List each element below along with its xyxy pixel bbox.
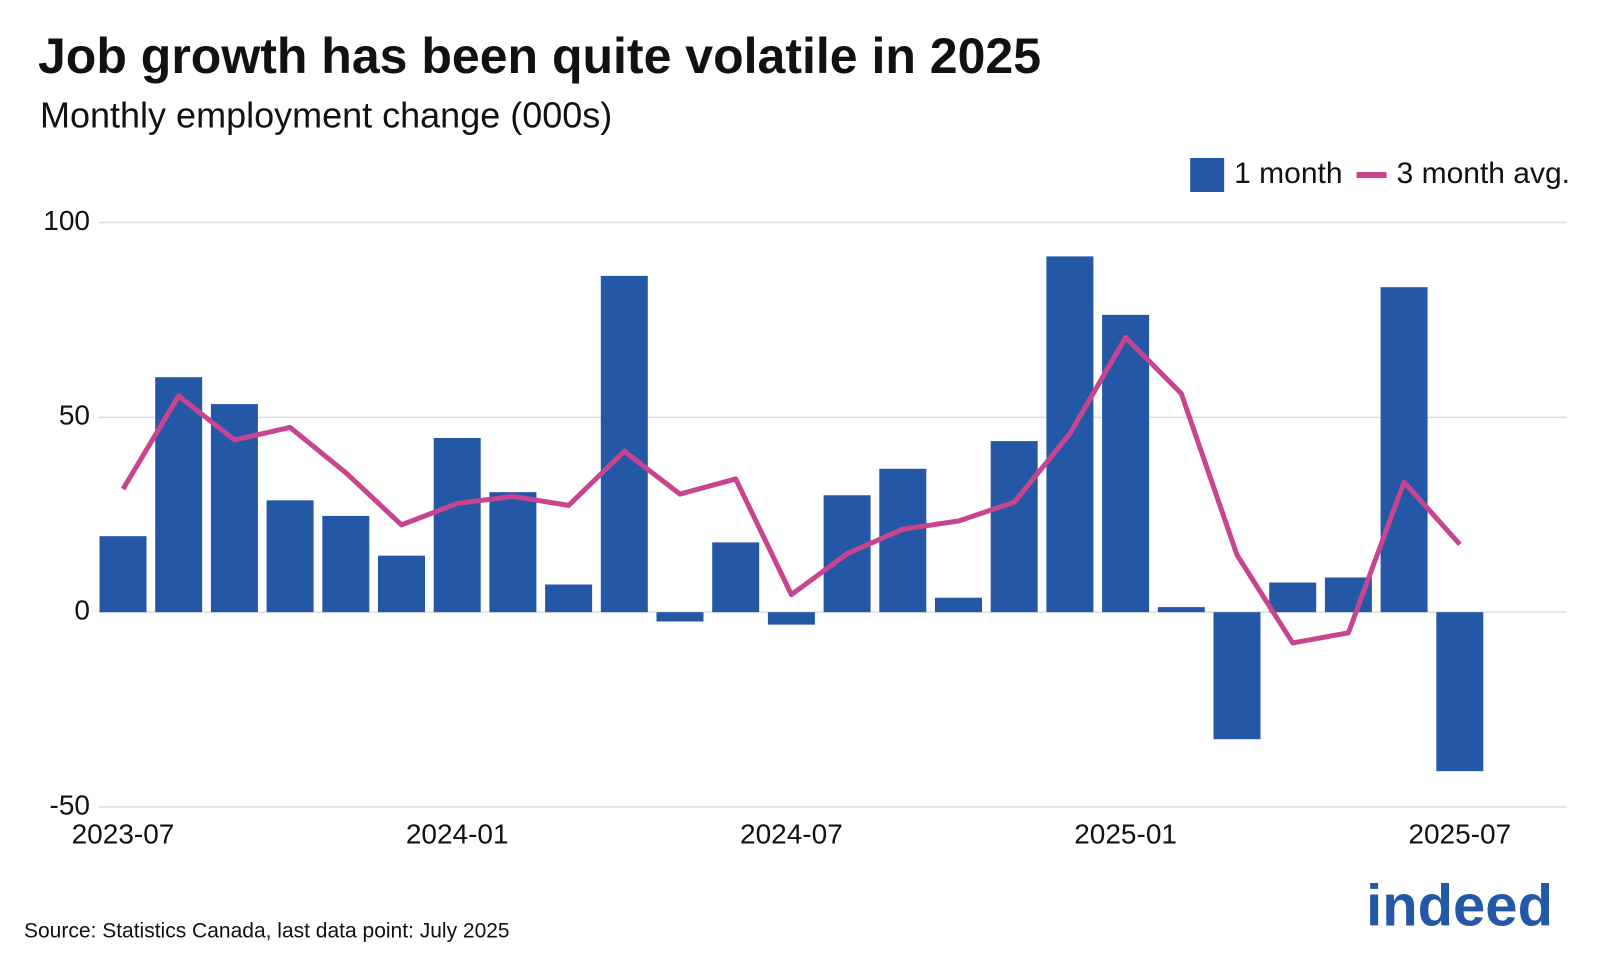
legend-label: 3 month avg. — [1397, 157, 1570, 190]
bar — [1102, 314, 1150, 613]
chart-title: Job growth has been quite volatile in 20… — [38, 28, 1041, 84]
bar — [600, 275, 648, 613]
x-tick-label: 2023-07 — [72, 818, 175, 849]
y-tick-label: 0 — [74, 595, 90, 626]
legend-label: 1 month — [1234, 157, 1342, 190]
bar — [99, 536, 147, 613]
chart-subtitle: Monthly employment change (000s) — [40, 95, 612, 136]
line — [120, 334, 1462, 646]
bar — [879, 468, 927, 613]
bar — [712, 542, 760, 613]
bar — [1436, 612, 1484, 772]
bar — [378, 555, 425, 613]
source-note: Source: Statistics Canada, last data poi… — [24, 920, 510, 943]
bar — [266, 500, 314, 613]
bar — [545, 584, 593, 613]
bar — [1157, 607, 1205, 613]
x-tick-label: 2025-01 — [1074, 818, 1177, 849]
bar — [433, 437, 481, 613]
bar — [1269, 582, 1317, 613]
bar — [155, 377, 203, 613]
bar — [990, 441, 1038, 613]
bar — [767, 612, 815, 625]
y-tick-label: -50 — [50, 789, 90, 820]
y-tick-label: 100 — [43, 205, 90, 236]
bar — [322, 515, 370, 613]
x-tick-label: 2024-07 — [740, 818, 843, 849]
bar — [656, 612, 704, 622]
bar — [935, 597, 982, 613]
bar — [489, 492, 537, 613]
bar — [1213, 612, 1261, 740]
x-tick-label: 2024-01 — [406, 818, 509, 849]
y-tick-label: 50 — [59, 400, 90, 431]
x-tick-label: 2025-07 — [1408, 818, 1511, 849]
legend-swatch — [1190, 158, 1225, 192]
bar — [1380, 287, 1428, 613]
logo: indeed — [1366, 873, 1553, 938]
